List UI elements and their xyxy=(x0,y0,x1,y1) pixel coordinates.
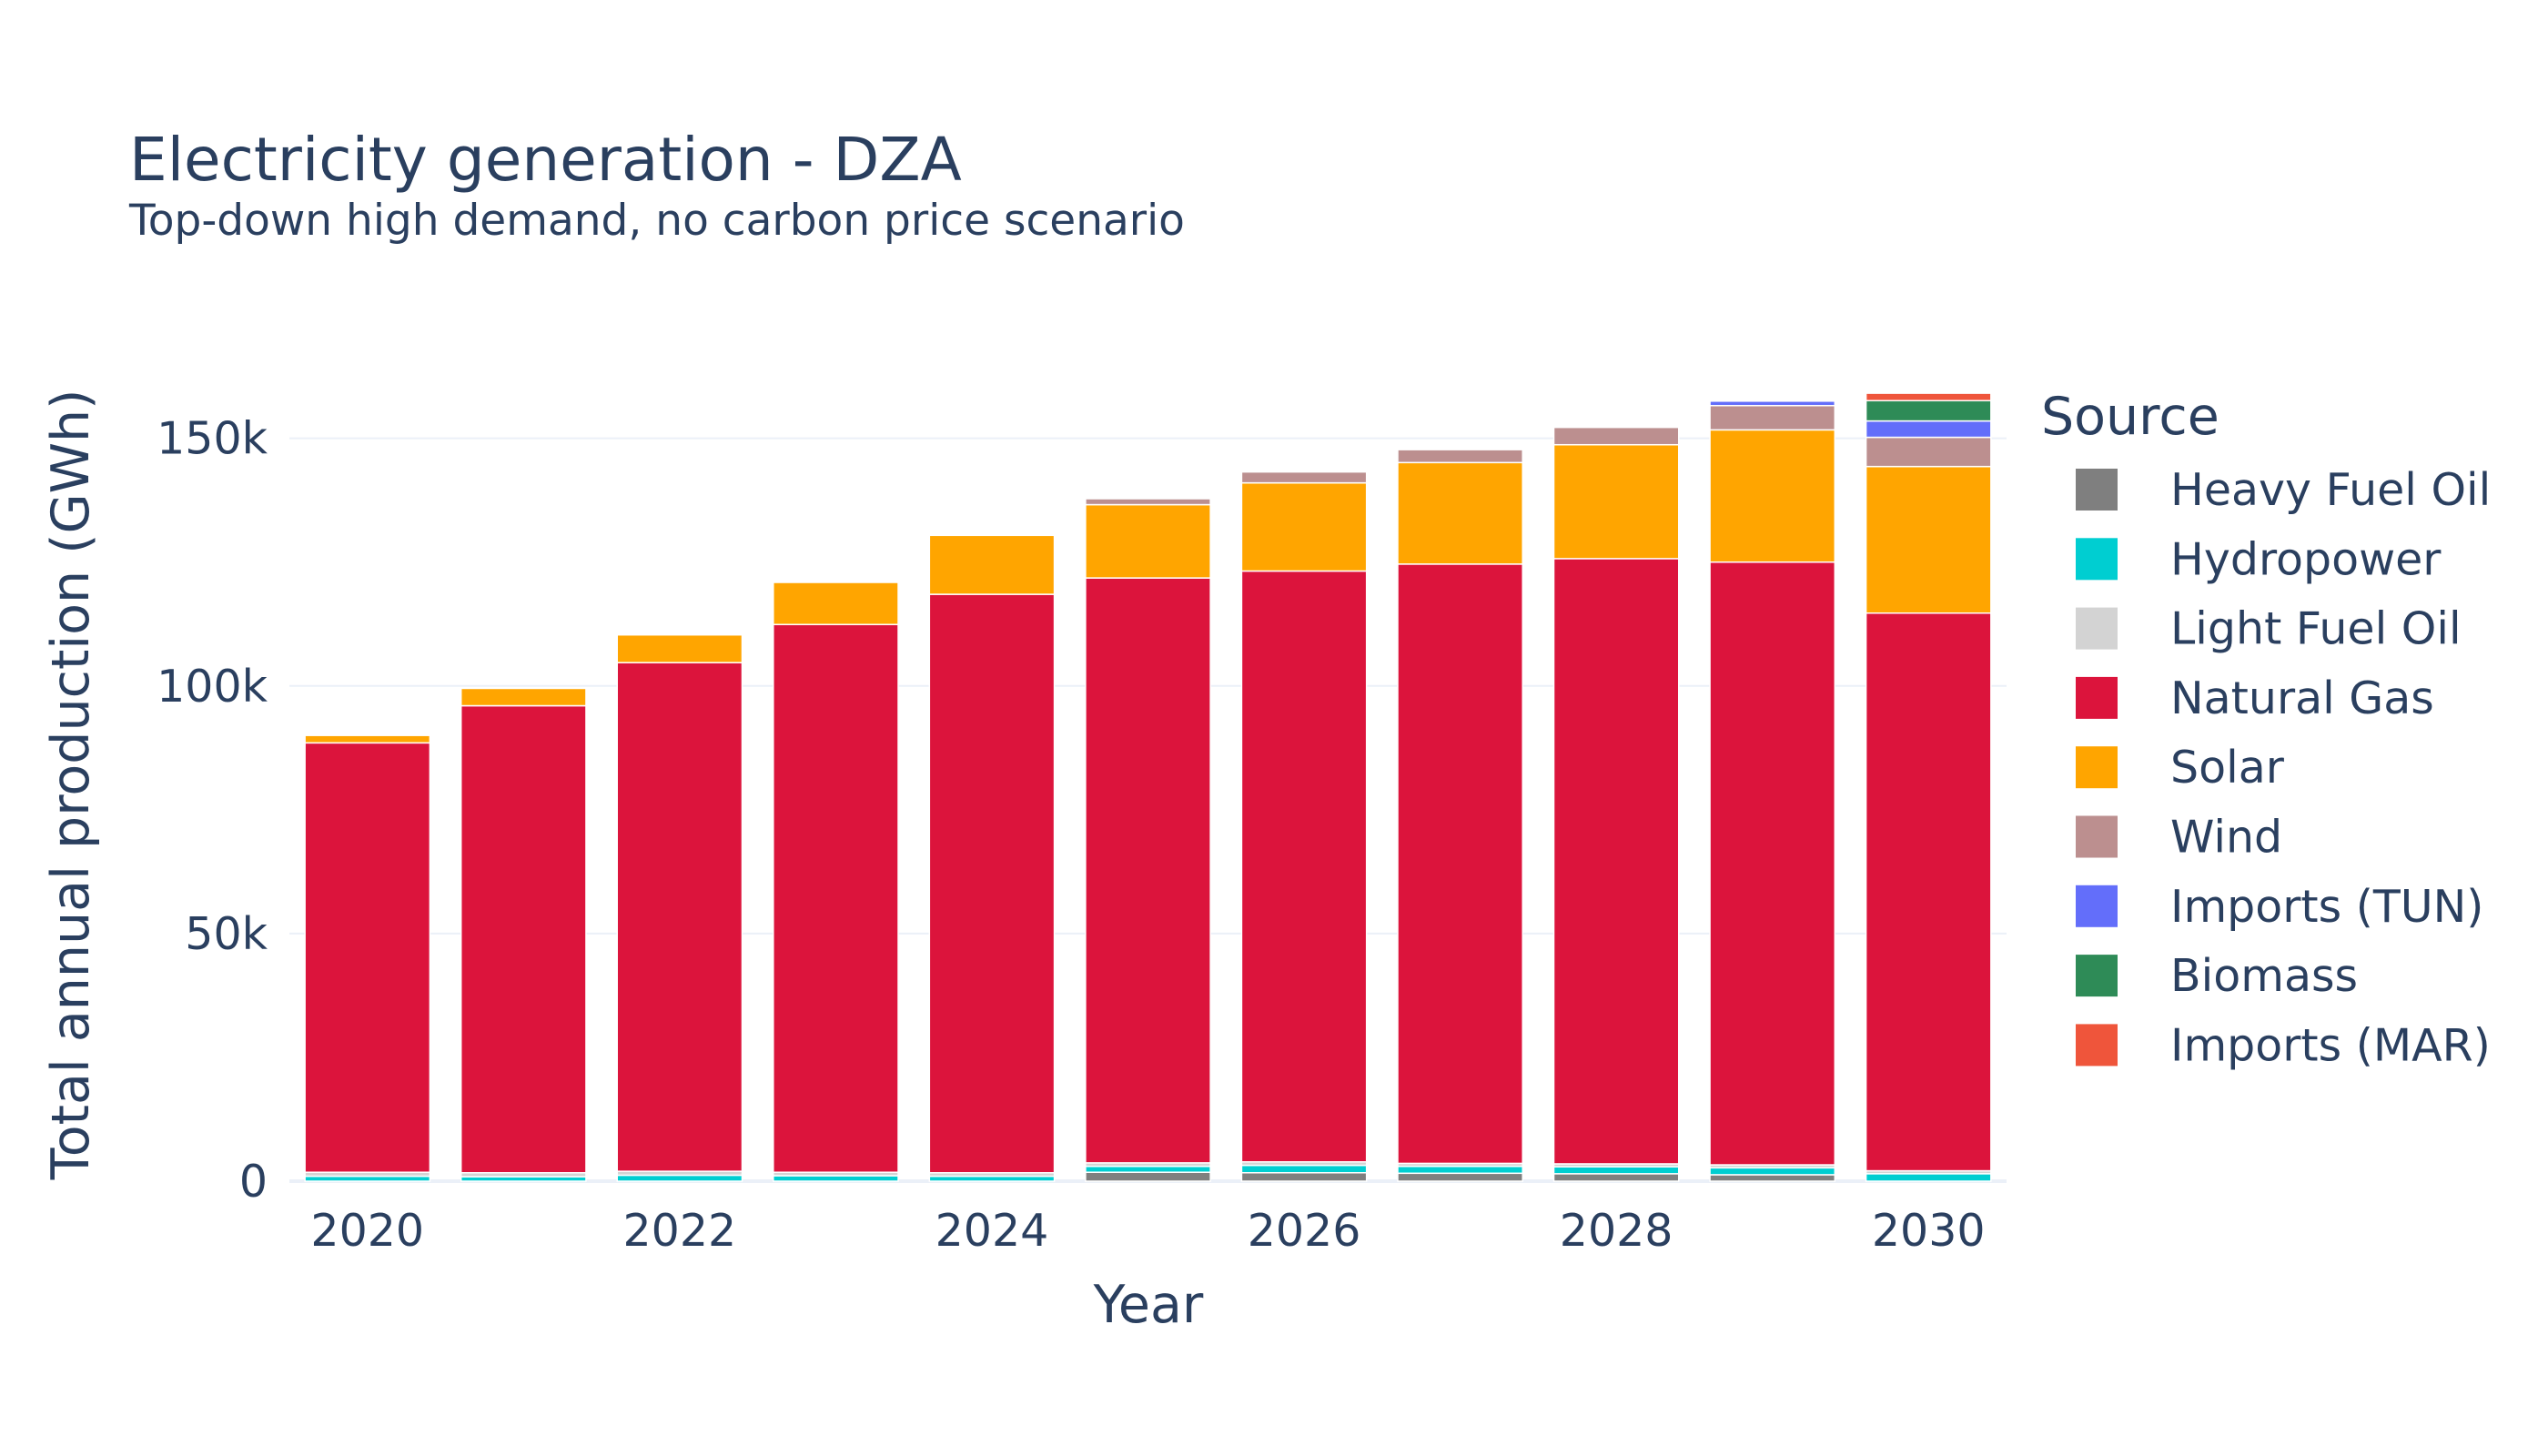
bar-segment xyxy=(928,593,1056,1174)
legend-label: Biomass xyxy=(2170,950,2358,1002)
bar-segment xyxy=(928,1175,1056,1182)
bar-segment xyxy=(460,704,587,1174)
legend-label: Solar xyxy=(2170,742,2285,794)
y-tick-label: 50k xyxy=(185,908,268,960)
bar-segment xyxy=(1865,612,1992,1172)
bar-segment xyxy=(1709,404,1836,431)
legend-swatch xyxy=(2076,885,2118,927)
bar-segment xyxy=(1865,1173,1992,1182)
x-tick-label: 2022 xyxy=(623,1205,737,1257)
chart-subtitle: Top-down high demand, no carbon price sc… xyxy=(128,196,1185,246)
x-tick-label: 2024 xyxy=(935,1205,1049,1257)
legend-item[interactable]: Imports (TUN) xyxy=(2076,881,2483,933)
bar-segment xyxy=(1240,481,1368,572)
bar-segment xyxy=(773,581,899,626)
legend-title: Source xyxy=(2041,387,2219,447)
legend-item[interactable]: Hydropower xyxy=(2076,533,2442,585)
bar-segment xyxy=(1085,503,1211,579)
bar-segment xyxy=(1709,561,1836,1166)
bar-segment xyxy=(1552,558,1680,1165)
bar-segment xyxy=(616,662,743,1172)
plot-area: 2020 2022 2024 2026 2028 2030 0 50k 100k 150k xyxy=(157,392,2007,1257)
bar-segment xyxy=(773,623,899,1173)
bar-segment xyxy=(1397,1172,1523,1182)
bar-segment xyxy=(616,1174,743,1182)
legend-item[interactable]: Imports (MAR) xyxy=(2076,1019,2491,1071)
bar-segment xyxy=(1397,563,1523,1165)
legend-label: Imports (TUN) xyxy=(2170,881,2483,933)
bar-segment xyxy=(1240,570,1368,1163)
legend-item[interactable]: Heavy Fuel Oil xyxy=(2076,464,2491,516)
x-tick-label: 2026 xyxy=(1248,1205,1361,1257)
bar-segment xyxy=(1865,465,1992,614)
bar-segment xyxy=(1397,449,1523,464)
x-tick-label: 2030 xyxy=(1872,1205,1986,1257)
bar-segment xyxy=(1709,1174,1836,1182)
y-tick-label: 100k xyxy=(157,661,268,713)
legend-label: Heavy Fuel Oil xyxy=(2170,464,2491,516)
legend-item[interactable]: Solar xyxy=(2076,742,2285,794)
bar-segment xyxy=(1085,577,1211,1164)
legend-label: Imports (MAR) xyxy=(2170,1019,2491,1071)
x-tick-label: 2028 xyxy=(1560,1205,1673,1257)
bar-segment xyxy=(1865,436,1992,468)
legend-label: Hydropower xyxy=(2170,533,2442,585)
legend-item[interactable]: Biomass xyxy=(2076,950,2358,1002)
bar-segment xyxy=(1085,1165,1211,1173)
bar-segment xyxy=(1085,1171,1211,1182)
bars xyxy=(304,392,1992,1182)
legend-item[interactable]: Wind xyxy=(2076,812,2282,864)
legend-items: Heavy Fuel Oil Hydropower Light Fuel Oil Na… xyxy=(2076,464,2491,1071)
legend: Source Heavy Fuel Oil Hydropower Light Fue… xyxy=(2041,387,2491,1071)
y-axis-ticks: 0 50k 100k 150k xyxy=(157,413,268,1208)
x-tick-label: 2020 xyxy=(310,1205,424,1257)
bar-segment xyxy=(1397,461,1523,565)
legend-label: Wind xyxy=(2170,812,2282,864)
bar-segment xyxy=(1397,1165,1523,1175)
bar-segment xyxy=(1865,392,1992,402)
y-tick-label: 0 xyxy=(239,1156,268,1208)
legend-swatch xyxy=(2076,469,2118,511)
chart-title: Electricity generation - DZA xyxy=(129,125,962,195)
bar-segment xyxy=(1240,1164,1368,1174)
bar-segment xyxy=(1709,400,1836,407)
bar-segment xyxy=(616,633,743,663)
bar-segment xyxy=(1709,1167,1836,1176)
bar-segment xyxy=(928,534,1056,595)
legend-swatch xyxy=(2076,746,2118,789)
bar-segment xyxy=(460,687,587,707)
legend-item[interactable]: Light Fuel Oil xyxy=(2076,603,2462,655)
bar-segment xyxy=(1552,443,1680,560)
bar-segment xyxy=(1552,426,1680,446)
legend-swatch xyxy=(2076,676,2118,719)
legend-swatch xyxy=(2076,538,2118,581)
y-tick-label: 150k xyxy=(157,413,268,465)
bar-segment xyxy=(1865,399,1992,422)
y-axis-title: Total annual production (GWh) xyxy=(41,389,101,1181)
bar-segment xyxy=(304,734,431,744)
legend-swatch xyxy=(2076,607,2118,650)
bar-segment xyxy=(1865,420,1992,439)
bar-segment xyxy=(304,1175,431,1182)
legend-swatch xyxy=(2076,955,2118,997)
x-axis-title: Year xyxy=(1093,1275,1204,1335)
bar-segment xyxy=(773,1175,899,1182)
bar-segment xyxy=(1552,1173,1680,1182)
legend-item[interactable]: Natural Gas xyxy=(2076,672,2434,724)
legend-swatch xyxy=(2076,1024,2118,1067)
bar-segment xyxy=(1709,429,1836,563)
bar-segment xyxy=(304,742,431,1173)
legend-swatch xyxy=(2076,815,2118,858)
bar-segment xyxy=(1552,1166,1680,1175)
legend-label: Light Fuel Oil xyxy=(2170,603,2462,655)
bar-segment xyxy=(1085,498,1211,506)
bar-segment xyxy=(1240,470,1368,484)
x-axis-ticks: 2020 2022 2024 2026 2028 2030 xyxy=(310,1205,1985,1257)
bar-segment xyxy=(1240,1171,1368,1182)
legend-label: Natural Gas xyxy=(2170,672,2434,724)
